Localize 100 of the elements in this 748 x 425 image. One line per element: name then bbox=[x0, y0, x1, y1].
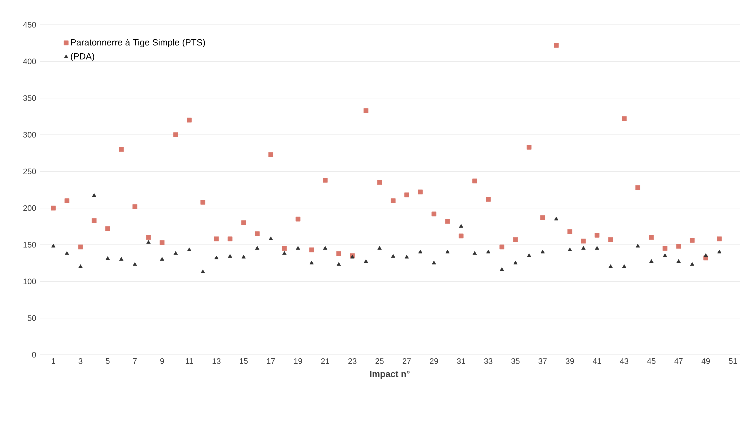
point bbox=[255, 232, 260, 236]
point bbox=[554, 43, 559, 48]
point bbox=[718, 250, 722, 254]
point bbox=[404, 255, 410, 259]
point bbox=[336, 262, 342, 266]
point bbox=[649, 235, 654, 240]
point bbox=[527, 254, 532, 258]
point bbox=[160, 257, 164, 261]
point bbox=[650, 259, 654, 264]
point bbox=[119, 257, 124, 261]
point bbox=[500, 244, 505, 250]
point bbox=[146, 240, 151, 244]
point bbox=[228, 236, 233, 242]
point bbox=[133, 262, 138, 266]
point bbox=[568, 229, 572, 234]
point bbox=[636, 244, 640, 248]
point bbox=[662, 246, 668, 252]
point bbox=[92, 193, 96, 198]
point bbox=[364, 259, 368, 264]
point bbox=[241, 220, 246, 226]
point bbox=[51, 206, 56, 211]
point bbox=[106, 226, 110, 232]
point bbox=[526, 145, 532, 150]
x-axis-title: Impact n° bbox=[370, 371, 410, 380]
point bbox=[242, 255, 246, 259]
point bbox=[336, 251, 342, 256]
point bbox=[690, 238, 695, 243]
point bbox=[64, 198, 70, 204]
point bbox=[51, 244, 56, 248]
point bbox=[540, 250, 546, 254]
point bbox=[106, 256, 110, 260]
point bbox=[472, 251, 478, 256]
point bbox=[636, 185, 640, 190]
point bbox=[268, 236, 274, 240]
point bbox=[418, 190, 423, 195]
point bbox=[690, 262, 695, 266]
point bbox=[622, 116, 627, 122]
point bbox=[676, 259, 681, 264]
point bbox=[514, 260, 518, 265]
point bbox=[391, 198, 396, 204]
point bbox=[554, 216, 559, 221]
point bbox=[432, 260, 436, 265]
point bbox=[310, 260, 314, 265]
point bbox=[132, 204, 138, 210]
point bbox=[378, 246, 382, 250]
point bbox=[391, 254, 396, 258]
point bbox=[309, 248, 314, 253]
point bbox=[459, 224, 464, 228]
point bbox=[472, 178, 478, 184]
point bbox=[582, 246, 586, 250]
point bbox=[296, 216, 301, 222]
point bbox=[458, 234, 464, 239]
point bbox=[676, 244, 682, 249]
point bbox=[595, 246, 600, 250]
point bbox=[200, 200, 206, 205]
point bbox=[214, 236, 220, 242]
point bbox=[119, 147, 124, 152]
point bbox=[174, 132, 178, 138]
point bbox=[78, 264, 83, 268]
point bbox=[187, 248, 192, 252]
point bbox=[445, 219, 450, 224]
point bbox=[296, 246, 300, 250]
point bbox=[92, 218, 97, 224]
point bbox=[717, 236, 722, 242]
point bbox=[500, 268, 504, 272]
point bbox=[663, 254, 668, 258]
point bbox=[568, 248, 572, 252]
point bbox=[323, 178, 328, 183]
point bbox=[228, 254, 232, 258]
point bbox=[214, 256, 219, 260]
legend-label: Paratonnerre à Tige Simple (PTS) bbox=[71, 39, 206, 48]
point bbox=[513, 237, 518, 242]
point bbox=[255, 246, 260, 250]
point bbox=[187, 118, 192, 123]
point bbox=[608, 237, 614, 242]
point bbox=[201, 270, 206, 274]
legend-label: (PDA) bbox=[71, 53, 94, 62]
point bbox=[704, 254, 708, 258]
point bbox=[622, 264, 627, 268]
point bbox=[540, 215, 546, 220]
point bbox=[608, 264, 613, 268]
point bbox=[581, 238, 586, 244]
point bbox=[486, 197, 491, 202]
point bbox=[418, 250, 423, 254]
point bbox=[65, 251, 70, 256]
point bbox=[146, 235, 152, 240]
point bbox=[432, 212, 437, 217]
point bbox=[364, 108, 369, 114]
point bbox=[377, 180, 382, 186]
point bbox=[78, 244, 84, 250]
point bbox=[174, 251, 178, 256]
point bbox=[268, 152, 274, 158]
point bbox=[160, 240, 165, 246]
point bbox=[282, 251, 287, 256]
point bbox=[323, 246, 328, 250]
point bbox=[404, 192, 410, 198]
point bbox=[594, 233, 600, 238]
point bbox=[486, 250, 491, 254]
point bbox=[446, 250, 450, 254]
point bbox=[282, 246, 288, 252]
